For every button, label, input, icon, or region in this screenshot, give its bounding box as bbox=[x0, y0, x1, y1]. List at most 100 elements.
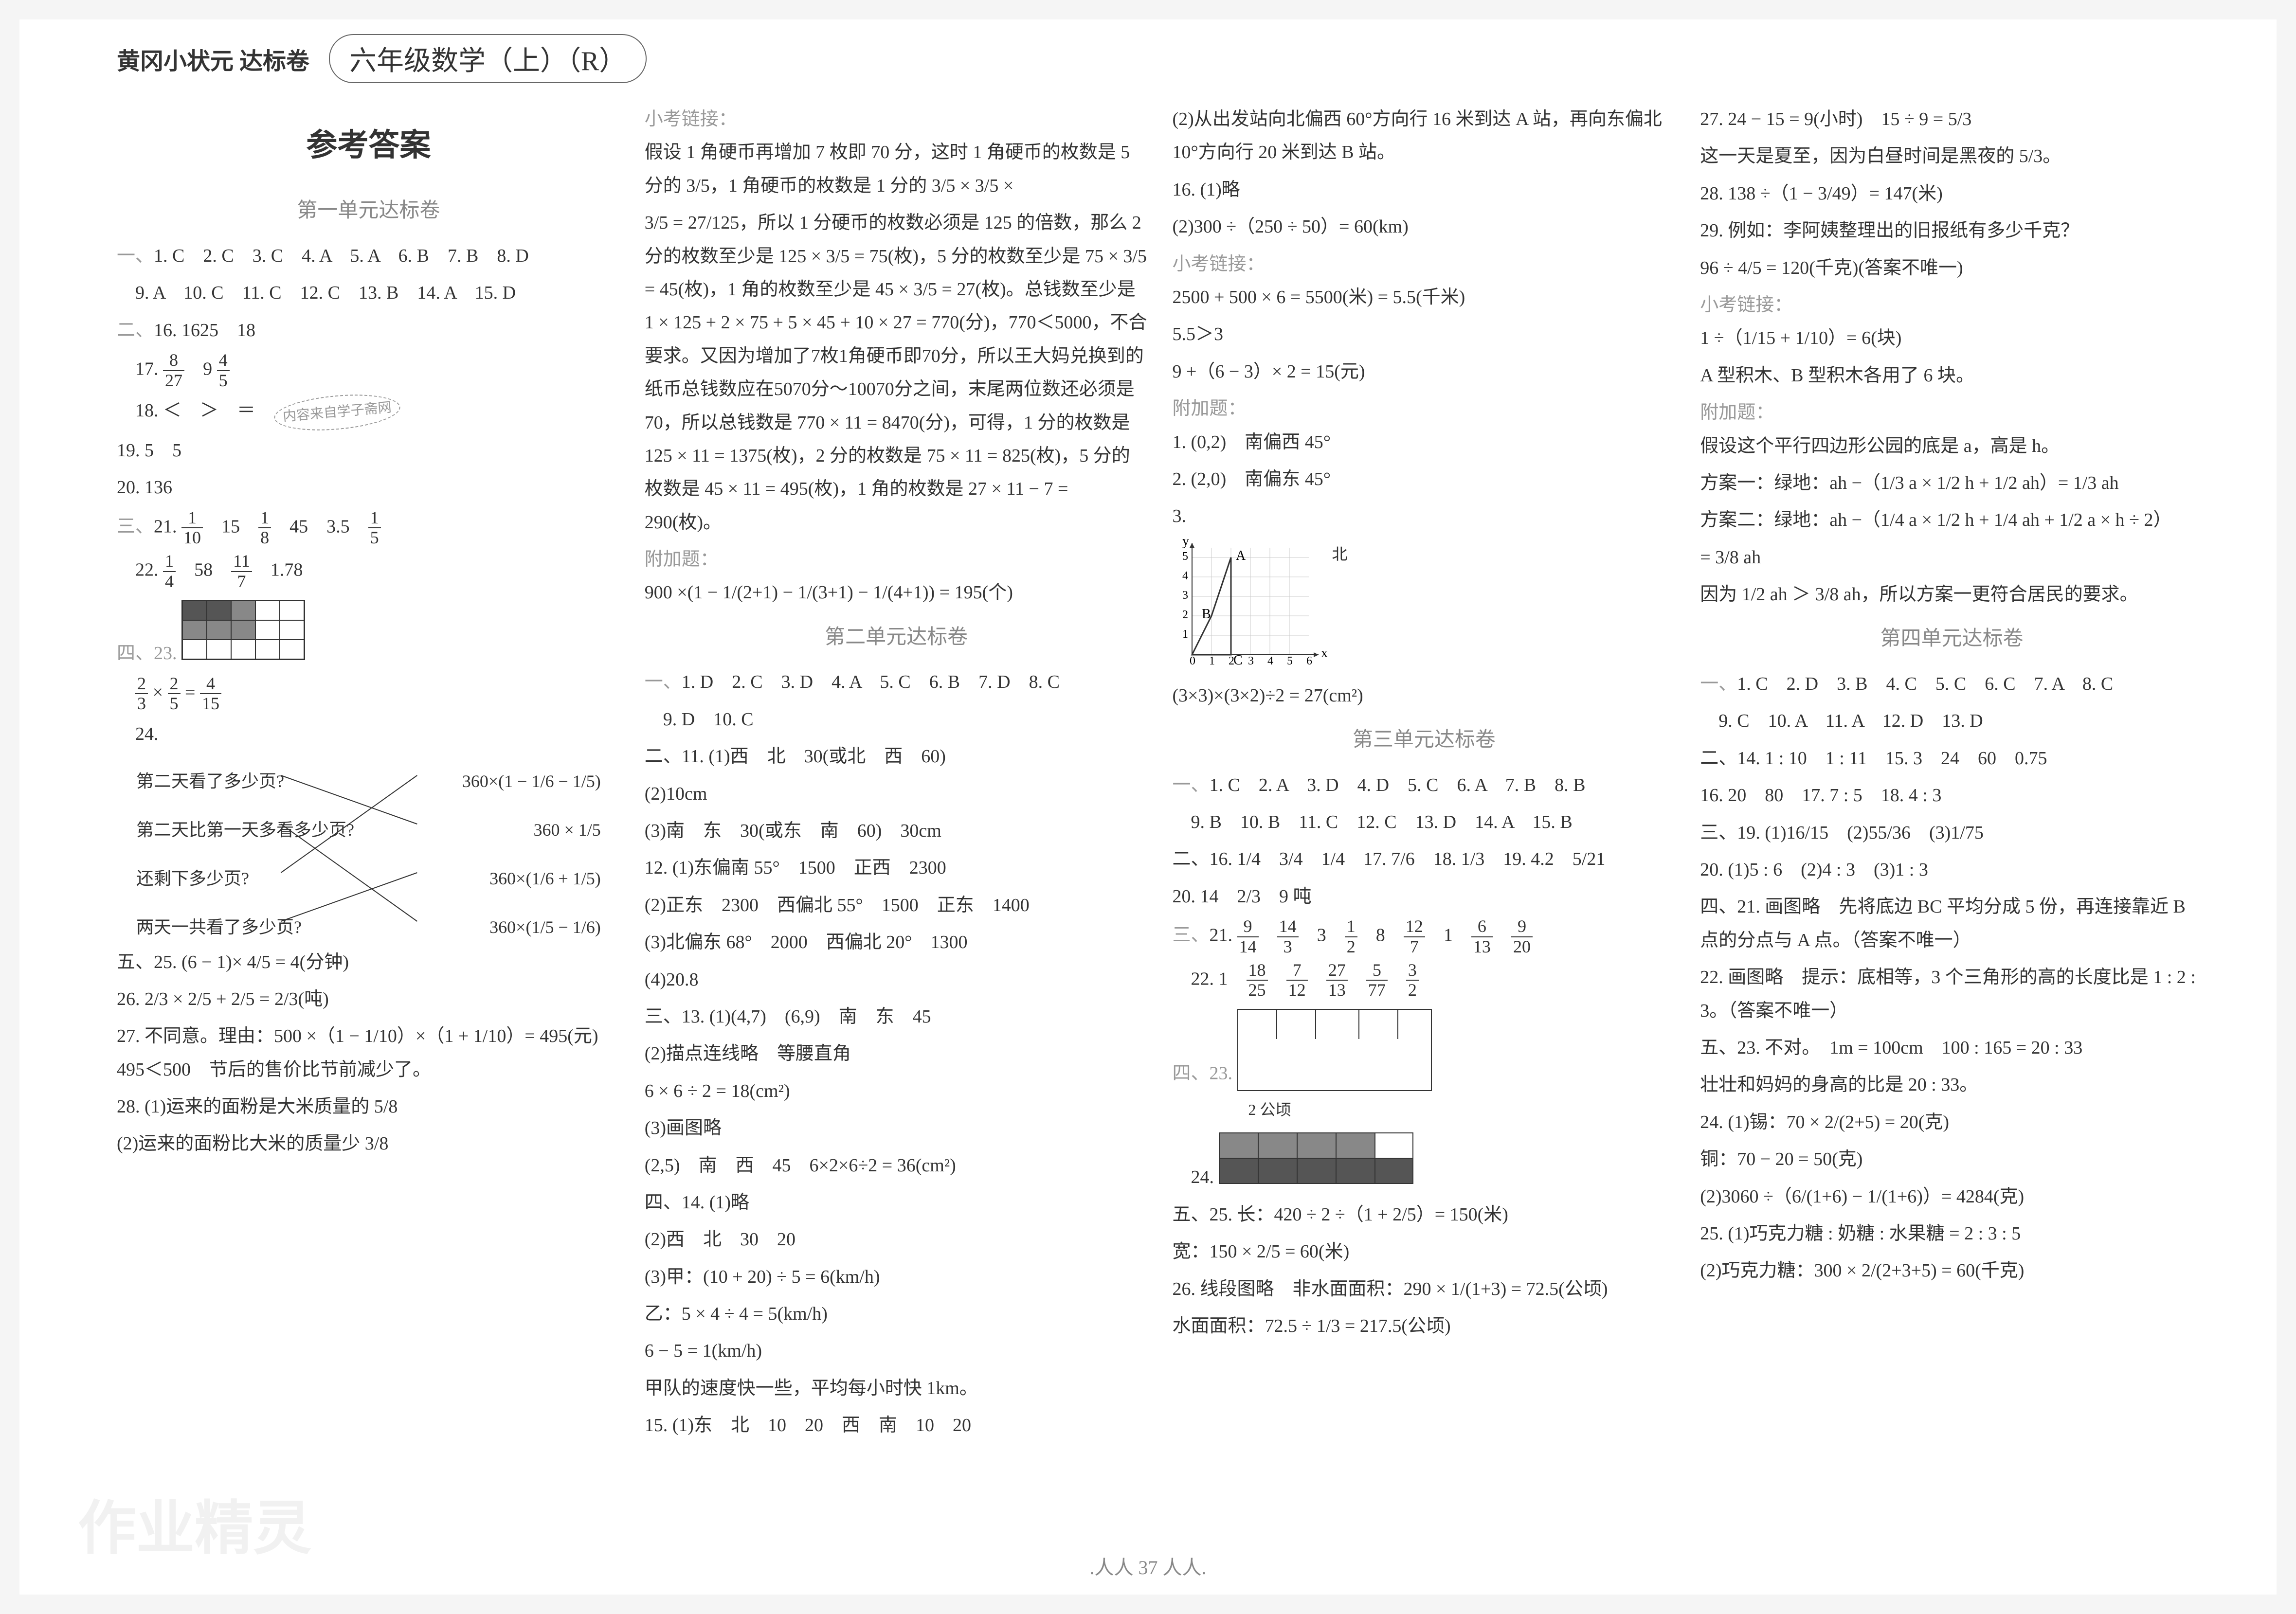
svg-text:1: 1 bbox=[1182, 628, 1188, 641]
unit1-title: 第一单元达标卷 bbox=[117, 193, 620, 230]
u2-q1-r2: 9. D 10. C bbox=[645, 703, 1148, 736]
q28-2: (2)运来的面粉比大米的质量少 3/8 bbox=[117, 1127, 620, 1160]
north-label: 北 bbox=[1332, 540, 1347, 569]
u2-q11-1: 二、11. (1)西 北 30(或北 西 60) bbox=[645, 740, 1148, 773]
logo-text: 黄冈小状元 达标卷 bbox=[117, 42, 309, 76]
extra4-4: = 3/8 ah bbox=[1700, 541, 2204, 574]
u4-q14: 二、14. 1 : 10 1 : 11 15. 3 24 60 0.75 bbox=[1700, 742, 2204, 775]
rect23-caption: 2 公顷 bbox=[1173, 1096, 1367, 1124]
link-text-a: 假设 1 角硬币再增加 7 枚即 70 分，这时 1 角硬币的枚数是 5 分的 … bbox=[645, 136, 1148, 202]
u3-q29-1: 29. 例如：李阿姨整理出的旧报纸有多少千克？ bbox=[1700, 214, 2204, 247]
u4-q25-2: (2)巧克力糖：300 × 2/(2+3+5) = 60(千克) bbox=[1700, 1254, 2204, 1287]
logo-suffix: 达标卷 bbox=[239, 49, 309, 74]
page-number: .人人 37 人人. bbox=[1090, 1552, 1207, 1580]
u4-q19: 三、19. (1)16/15 (2)55/36 (3)1/75 bbox=[1700, 816, 2204, 849]
unit2-title: 第二单元达标卷 bbox=[645, 619, 1148, 656]
svg-text:C: C bbox=[1233, 653, 1243, 668]
link-text-b: 3/5 = 27/125，所以 1 分硬币的枚数必须是 125 的倍数，那么 2… bbox=[645, 206, 1148, 539]
q1-row1: 一、1. C 2. C 3. C 4. A 5. A 6. B 7. B 8. … bbox=[117, 239, 620, 272]
q23: 四、23. bbox=[117, 595, 620, 670]
u3-q20: 20. 14 2/3 9 吨 bbox=[1173, 880, 1676, 913]
watermark-text: 作业精灵 bbox=[78, 1481, 311, 1565]
u2-q15: 15. (1)东 北 10 20 西 南 10 20 bbox=[645, 1409, 1148, 1442]
match-r3: 360×(1/6 + 1/5) bbox=[489, 863, 601, 895]
logo-prefix: 黄冈小状元 bbox=[117, 49, 234, 74]
match-r1: 360×(1 − 1/6 − 1/5) bbox=[462, 766, 601, 797]
extra3-3: 3. bbox=[1173, 500, 1676, 674]
u2-q14-1: 四、14. (1)略 bbox=[645, 1186, 1148, 1219]
u2-q12-2: (2)正东 2300 西偏北 55° 1500 正东 1400 bbox=[645, 889, 1148, 922]
u2-q14-2: (2)西 北 30 20 bbox=[645, 1223, 1148, 1256]
u4-q1-r1: 一、1. C 2. D 3. B 4. C 5. C 6. C 7. A 8. … bbox=[1700, 667, 2204, 700]
q26: 26. 2/3 × 2/5 + 2/5 = 2/3(吨) bbox=[117, 983, 620, 1016]
u3-q26-1: 26. 线段图略 非水面面积：290 × 1/(1+3) = 72.5(公顷) bbox=[1173, 1273, 1676, 1306]
u3-q25-1: 五、25. 长：420 ÷ 2 ÷（1 + 2/5）= 150(米) bbox=[1173, 1198, 1676, 1231]
rect-diagram-24 bbox=[1219, 1132, 1413, 1184]
q22: 22. 14 58 117 1.78 bbox=[117, 552, 620, 591]
u3-q29-2: 96 ÷ 4/5 = 120(千克)(答案不唯一) bbox=[1700, 251, 2204, 285]
link-label-4: 小考链接： bbox=[1700, 288, 2204, 322]
extra4-1: 假设这个平行四边形公园的底是 a，高是 h。 bbox=[1700, 430, 2204, 463]
matching-diagram: 第二天看了多少页? 第二天比第一天多看多少页? 还剩下多少页? 两天一共看了多少… bbox=[136, 756, 601, 941]
svg-text:B: B bbox=[1202, 607, 1211, 622]
u3-q28: 28. 138 ÷（1 − 3/49）= 147(米) bbox=[1700, 177, 2204, 210]
u3-q16: 二、16. 1/4 3/4 1/4 17. 7/6 18. 1/3 19. 4.… bbox=[1173, 843, 1676, 876]
u3-q22: 22. 1 1825 712 2713 577 32 bbox=[1173, 961, 1676, 1000]
coordinate-diagram: A B C x y 0 12 34 56 12 34 5 北 bbox=[1173, 538, 1328, 674]
answer-key-page: 黄冈小状元 达标卷 六年级数学（上）（R） 参考答案 第一单元达标卷 一、1. … bbox=[19, 19, 2277, 1595]
q23-eq: 23 × 25 = 415 bbox=[117, 674, 620, 714]
rect-diagram-23 bbox=[1237, 1009, 1432, 1091]
match-l1: 第二天看了多少页? bbox=[136, 766, 284, 797]
column-3: (2)从出发站向北偏西 60°方向行 16 米到达 A 站，再向东偏北 10°方… bbox=[1173, 103, 1676, 1575]
svg-text:3: 3 bbox=[1248, 655, 1254, 667]
u2-q14-4: 乙：5 × 4 ÷ 4 = 5(km/h) bbox=[645, 1297, 1148, 1330]
u2-q11-3: (3)南 东 30(或东 南 60) 30cm bbox=[645, 814, 1148, 847]
stamp-icon: 内容来自学子斋网 bbox=[272, 390, 401, 435]
u3-q25-2: 宽：150 × 2/5 = 60(米) bbox=[1173, 1235, 1676, 1268]
q16: 二、16. 1625 18 bbox=[117, 314, 620, 347]
answer-heading: 参考答案 bbox=[117, 117, 620, 173]
q19: 19. 5 5 bbox=[117, 434, 620, 467]
extra-label-4: 附加题： bbox=[1700, 396, 2204, 429]
u4-q23-1: 五、23. 不对。 1m = 100cm 100 : 165 = 20 : 33 bbox=[1700, 1031, 2204, 1064]
q28-1: 28. (1)运来的面粉是大米质量的 5/8 bbox=[117, 1090, 620, 1123]
svg-text:2: 2 bbox=[1182, 609, 1188, 621]
svg-text:0: 0 bbox=[1190, 655, 1195, 667]
q17: 17. 827 9 45 bbox=[117, 351, 620, 390]
u2-q13-1: 三、13. (1)(4,7) (6,9) 南 东 45 bbox=[645, 1000, 1148, 1033]
extra-label-3: 附加题： bbox=[1173, 392, 1676, 425]
u2-q12-4: (4)20.8 bbox=[645, 963, 1148, 996]
q18: 18. ＜ ＞ ＝ 内容来自学子斋网 bbox=[117, 394, 620, 430]
extra4-5: 因为 1/2 ah ＞ 3/8 ah，所以方案一更符合居民的要求。 bbox=[1700, 578, 2204, 611]
coord-svg: A B C x y 0 12 34 56 12 34 5 bbox=[1173, 538, 1328, 674]
link3-3: 9 +（6 − 3）× 2 = 15(元) bbox=[1173, 355, 1676, 388]
extra3-1: 1. (0,2) 南偏西 45° bbox=[1173, 426, 1676, 459]
q21: 三、21. 110 15 18 45 3.5 15 bbox=[117, 508, 620, 548]
link-label-3: 小考链接： bbox=[1173, 248, 1676, 281]
u4-q1-r2: 9. C 10. A 11. A 12. D 13. D bbox=[1700, 704, 2204, 737]
match-l3: 还剩下多少页? bbox=[136, 863, 249, 895]
svg-text:6: 6 bbox=[1306, 655, 1312, 667]
extra4-2: 方案一：绿地：ah −（1/3 a × 1/2 h + 1/2 ah）= 1/3… bbox=[1700, 466, 2204, 500]
grid-diagram bbox=[181, 600, 305, 660]
svg-text:1: 1 bbox=[1209, 655, 1215, 667]
u2-q16-2: (2)300 ÷（250 ÷ 50）= 60(km) bbox=[1173, 210, 1676, 243]
unit3-title: 第三单元达标卷 bbox=[1173, 722, 1676, 759]
column-4: 27. 24 − 15 = 9(小时) 15 ÷ 9 = 5/3 这一天是夏至，… bbox=[1700, 103, 2204, 1575]
link4-2: A 型积木、B 型积木各用了 6 块。 bbox=[1700, 359, 2204, 392]
u2-q14-5: 6 − 5 = 1(km/h) bbox=[645, 1334, 1148, 1367]
u3-q1-r1: 一、1. C 2. A 3. D 4. D 5. C 6. A 7. B 8. … bbox=[1173, 769, 1676, 802]
u3-q27-1: 27. 24 − 15 = 9(小时) 15 ÷ 9 = 5/3 bbox=[1700, 103, 2204, 136]
extra3-2: 2. (2,0) 南偏东 45° bbox=[1173, 463, 1676, 496]
u2-q11-2: (2)10cm bbox=[645, 777, 1148, 810]
u2-q13-4: (3)画图略 bbox=[645, 1112, 1148, 1145]
svg-text:A: A bbox=[1236, 548, 1246, 563]
u4-q16: 16. 20 80 17. 7 : 5 18. 4 : 3 bbox=[1700, 779, 2204, 812]
u4-q24-3: (2)3060 ÷（6/(1+6) − 1/(1+6)）= 4284(克) bbox=[1700, 1180, 2204, 1213]
column-1: 参考答案 第一单元达标卷 一、1. C 2. C 3. C 4. A 5. A … bbox=[117, 103, 620, 1575]
link3-1: 2500 + 500 × 6 = 5500(米) = 5.5(千米) bbox=[1173, 281, 1676, 314]
q24-label: 24. bbox=[117, 717, 620, 751]
u4-q24-1: 24. (1)锡：70 × 2/(2+5) = 20(克) bbox=[1700, 1106, 2204, 1139]
extra4-3: 方案二：绿地：ah −（1/4 a × 1/2 h + 1/4 ah + 1/2… bbox=[1700, 503, 2204, 537]
u4-q25-1: 25. (1)巧克力糖 : 奶糖 : 水果糖 = 2 : 3 : 5 bbox=[1700, 1217, 2204, 1250]
